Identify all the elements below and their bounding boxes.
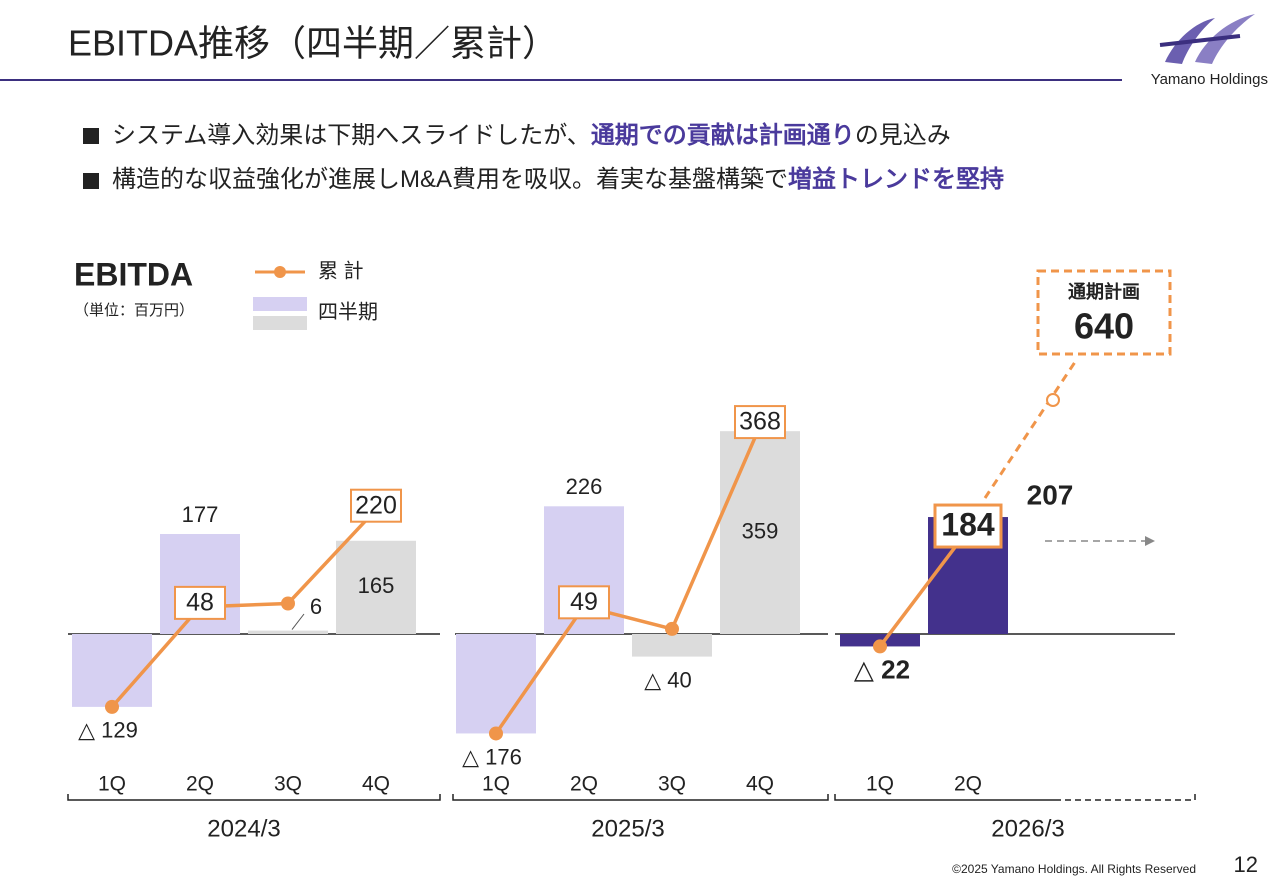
- slide-title: EBITDA推移（四半期／累計）: [68, 23, 558, 64]
- continuation-arrow: [1045, 536, 1155, 546]
- bar-label: △ 176: [462, 744, 522, 769]
- cumulative-point: [281, 596, 295, 611]
- bullet-text: 構造的な収益強化が進展しM&A費用を吸収。着実な基盤構築で: [112, 166, 788, 193]
- cumulative-point: [873, 639, 887, 654]
- period-label: 2026/3: [991, 815, 1064, 842]
- bar-label: △ 22: [854, 654, 910, 684]
- bar-label: 177: [182, 502, 219, 527]
- cumulative-label-box: [558, 585, 610, 620]
- cumulative-label-box: [933, 503, 1003, 549]
- cumulative-label: 220: [355, 491, 397, 519]
- cumulative-point: [105, 699, 119, 714]
- logo-text: Yamano Holdings: [1151, 71, 1268, 88]
- legend-swatch: [253, 316, 307, 330]
- bullet-highlight: 増益トレンドを堅持: [788, 165, 1004, 193]
- bar-label: △ 40: [644, 667, 692, 692]
- bar-label: △ 129: [78, 718, 138, 743]
- footer: ©2025 Yamano Holdings. All Rights Reserv…: [952, 862, 1196, 876]
- cumulative-label: 49: [570, 588, 598, 616]
- leader-line: [291, 613, 305, 630]
- chart-title: EBITDA: [74, 256, 193, 292]
- bar: [72, 634, 152, 707]
- bullet: 構造的な収益強化が進展しM&A費用を吸収。着実な基盤構築で増益トレンドを堅持: [112, 165, 1004, 193]
- bar-label: 207: [1027, 479, 1074, 510]
- x-tick-label: 3Q: [274, 773, 302, 796]
- bar: [632, 634, 712, 657]
- cumulative-label: 184: [941, 506, 995, 542]
- chart-subtitle: （単位：百万円）: [74, 302, 194, 319]
- x-tick-label: 4Q: [746, 773, 774, 796]
- cumulative-line: [878, 528, 970, 648]
- plan-box: [1036, 269, 1172, 356]
- cumulative-line: [494, 425, 762, 735]
- cumulative-label: 368: [739, 408, 781, 436]
- bar-label: 226: [566, 474, 603, 499]
- bullet-text: の見込み: [855, 122, 951, 149]
- plan-value: 640: [1074, 306, 1134, 347]
- legend-marker: [274, 266, 286, 278]
- x-tick-label: 1Q: [98, 773, 126, 796]
- cumulative-point: [665, 621, 679, 636]
- bar: [456, 634, 536, 734]
- bullet: システム導入効果は下期へスライドしたが、通期での貢献は計画通りの見込み: [112, 121, 951, 149]
- bar-label: 359: [742, 518, 779, 543]
- x-tick-label: 2Q: [954, 773, 982, 796]
- period-label: 2025/3: [591, 815, 664, 842]
- plan-projection: [983, 361, 1077, 499]
- logo-mark: [1159, 14, 1255, 64]
- legend-label: 累 計: [318, 259, 364, 282]
- legend-swatch: [253, 297, 307, 311]
- bullet-highlight: 通期での貢献は計画通り: [591, 121, 855, 149]
- bar: [248, 630, 328, 634]
- cumulative-label: 48: [186, 588, 214, 616]
- bar: [720, 431, 800, 634]
- x-tick-label: 3Q: [658, 773, 686, 796]
- period-label: 2024/3: [207, 815, 280, 842]
- cumulative-point: [489, 726, 503, 741]
- period-brackets: [67, 794, 1196, 801]
- page-number: 12: [1234, 852, 1258, 877]
- cumulative-label-box: [350, 488, 402, 523]
- cumulative-label-box: [734, 405, 786, 440]
- plan-label: 通期計画: [1068, 281, 1140, 302]
- cumulative-line: [110, 508, 378, 709]
- x-tick-label: 1Q: [866, 773, 894, 796]
- x-tick-label: 1Q: [482, 773, 510, 796]
- legend-label: 四半期: [318, 300, 378, 323]
- x-tick-label: 4Q: [362, 773, 390, 796]
- bullet-text: システム導入効果は下期へスライドしたが、: [112, 122, 591, 149]
- cumulative-label-box: [174, 585, 226, 620]
- bullet-square: [83, 173, 99, 189]
- bar-label: 165: [358, 573, 395, 598]
- bullet-square: [83, 128, 99, 144]
- bar: [336, 540, 416, 634]
- x-tick-label: 2Q: [186, 773, 214, 796]
- bar-label: 6: [310, 594, 322, 619]
- x-tick-label: 2Q: [570, 773, 598, 796]
